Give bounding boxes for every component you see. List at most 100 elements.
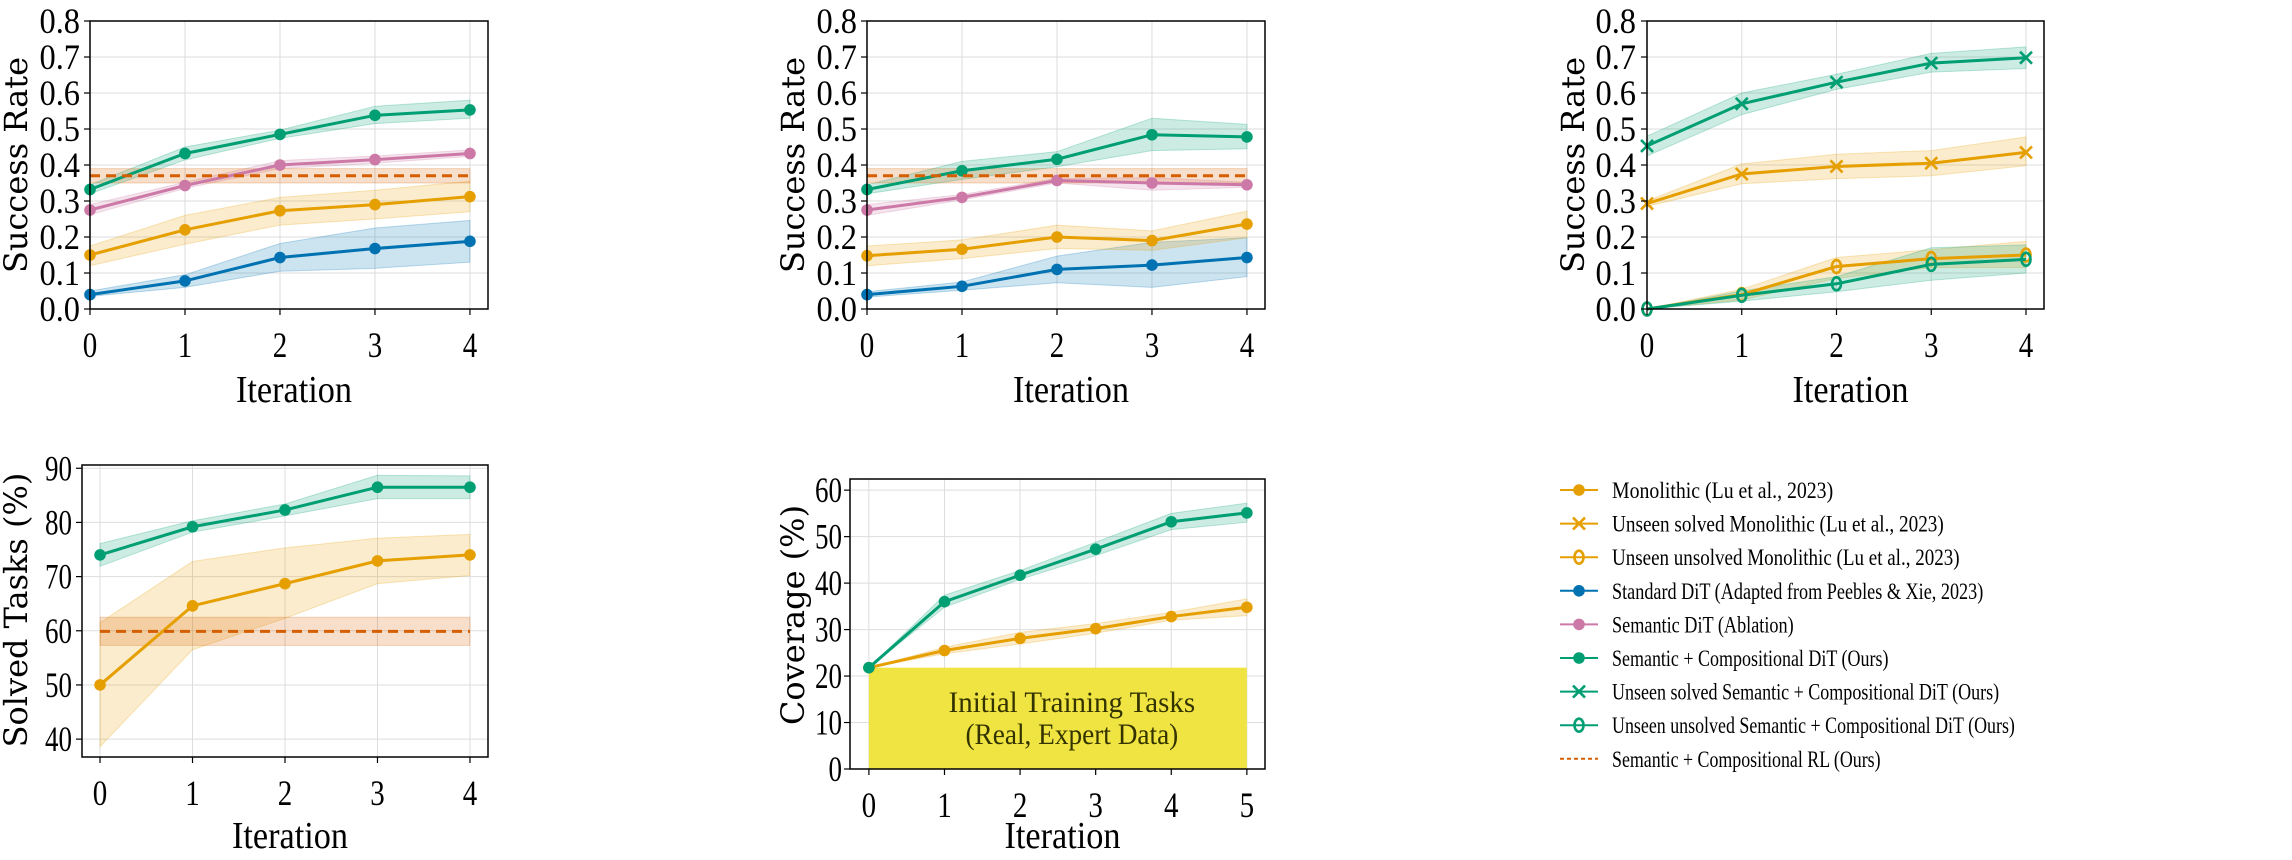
data-point [186, 520, 199, 533]
data-point [863, 661, 875, 674]
y-tick-label: 30 [815, 610, 842, 650]
data-point [1089, 622, 1102, 635]
y-tick-label: 0.2 [1596, 217, 1637, 257]
legend-marker-hollow-o-icon [1573, 549, 1585, 566]
data-point [2019, 50, 2033, 65]
legend-marker-hollow-o-icon [1573, 717, 1585, 734]
data-point [1241, 131, 1253, 143]
legend-entry: Semantic + Compositional RL (Ours) [1560, 747, 1881, 772]
y-tick-label: 10 [815, 703, 842, 743]
y-tick-label: 0.3 [40, 181, 81, 221]
region-annotation: (Real, Expert Data) [965, 718, 1178, 751]
y-tick-label: 0.5 [40, 109, 81, 149]
data-point [1014, 632, 1026, 645]
legend-entry: Unseen unsolved Semantic + Compositional… [1560, 713, 2015, 738]
series-line [1646, 257, 2027, 311]
y-tick-label: 60 [45, 611, 72, 651]
legend-entry: Unseen solved Monolithic (Lu et al., 202… [1560, 512, 1944, 537]
data-point [1925, 256, 1938, 273]
y-tick-label: 50 [45, 665, 72, 705]
y-axis-label: Coverage (%) [774, 505, 812, 725]
data-point [94, 679, 106, 691]
data-point [179, 224, 191, 236]
x-tick-label: 1 [178, 325, 193, 365]
data-point [1146, 177, 1158, 189]
y-tick-label: 0.5 [1596, 109, 1637, 149]
legend-marker-circle-icon [1573, 585, 1585, 597]
y-tick-label: 0.0 [40, 289, 81, 329]
legend-label: Monolithic (Lu et al., 2023) [1612, 478, 1833, 503]
x-tick-label: 0 [83, 325, 98, 365]
data-point [464, 190, 476, 203]
data-point [1830, 258, 1843, 275]
x-tick-label: 4 [463, 325, 478, 365]
data-point [938, 644, 951, 657]
legend-entry: Standard DiT (Adapted from Peebles & Xie… [1560, 579, 1983, 604]
legend-label: Unseen solved Semantic + Compositional D… [1612, 680, 1999, 705]
legend-marker-x-icon [1572, 516, 1586, 531]
data-point [956, 280, 968, 293]
data-point [94, 549, 106, 561]
x-tick-label: 4 [1164, 785, 1179, 825]
y-tick-label: 80 [45, 502, 72, 542]
data-point [179, 179, 191, 192]
legend: Monolithic (Lu et al., 2023) Unseen solve… [1560, 478, 2015, 772]
x-tick-label: 2 [1050, 325, 1065, 365]
chart-5: Initial Training Tasks(Real, Expert Data… [774, 470, 1266, 857]
data-point [274, 204, 286, 217]
y-tick-label: 90 [45, 448, 72, 488]
data-point [1830, 275, 1843, 292]
chart-3: 0 1 2 3 4 0.00.10.20.30.40.50.60.70.8 Iteratio… [1554, 1, 2045, 411]
x-tick-label: 3 [370, 773, 385, 813]
y-tick-label: 0.7 [817, 37, 858, 77]
data-point [186, 600, 199, 612]
data-point [1051, 263, 1063, 276]
y-tick-label: 60 [815, 470, 842, 510]
y-tick-label: 0.1 [817, 253, 858, 293]
y-tick-label: 70 [45, 557, 72, 597]
x-tick-label: 3 [1145, 325, 1160, 365]
y-tick-label: 0 [829, 749, 843, 789]
chart-2: 0 1 2 3 4 0.00.10.20.30.40.50.60.70.8 Iteratio… [774, 1, 1266, 411]
x-axis-label: Iteration [1013, 369, 1129, 411]
y-tick-label: 20 [815, 656, 842, 696]
x-axis-label: Iteration [1005, 815, 1121, 857]
data-point [1051, 153, 1063, 166]
x-tick-label: 1 [937, 785, 952, 825]
data-point [371, 481, 384, 494]
y-tick-label: 0.3 [817, 181, 858, 221]
chart-1: 0 1 2 3 4 0.00.10.20.30.40.50.60.70.8 Iteratio… [0, 1, 489, 411]
data-point [2019, 145, 2033, 160]
data-point [464, 481, 476, 494]
x-tick-label: 4 [463, 773, 478, 813]
x-tick-label: 1 [185, 773, 200, 813]
y-tick-label: 40 [45, 719, 72, 759]
y-tick-label: 0.0 [817, 289, 858, 329]
x-tick-label: 2 [1829, 325, 1844, 365]
data-point [274, 159, 286, 171]
x-tick-label: 0 [93, 773, 108, 813]
data-point [1924, 56, 1939, 71]
data-point [464, 549, 476, 561]
data-point [956, 164, 968, 177]
y-axis-label: Success Rate [1554, 57, 1592, 273]
x-tick-label: 1 [955, 325, 970, 365]
data-point [369, 198, 381, 211]
data-point [1051, 231, 1063, 243]
confidence-band [868, 502, 1248, 669]
data-point [1165, 515, 1178, 528]
legend-label: Semantic + Compositional DiT (Ours) [1612, 646, 1889, 671]
y-tick-label: 0.7 [1596, 37, 1637, 77]
data-point [1051, 174, 1063, 187]
y-tick-label: 0.3 [1596, 181, 1637, 221]
legend-entry: Semantic + Compositional DiT (Ours) [1560, 646, 1889, 671]
x-tick-label: 4 [2019, 325, 2034, 365]
legend-entry: Monolithic (Lu et al., 2023) [1560, 478, 1833, 503]
region-annotation: Initial Training Tasks [949, 686, 1195, 719]
legend-marker-circle-icon [1573, 484, 1585, 496]
confidence-band [1646, 136, 2027, 208]
initial-training-region [868, 667, 1247, 769]
confidence-band [99, 533, 471, 748]
legend-entry: Semantic DiT (Ablation) [1560, 612, 1794, 637]
